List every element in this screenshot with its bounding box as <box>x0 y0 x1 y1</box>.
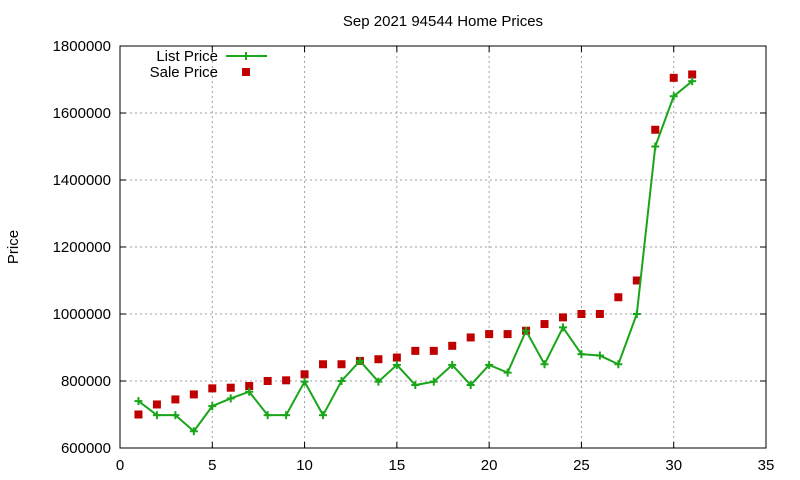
sale-price-point <box>374 355 383 364</box>
list-price-point <box>411 381 420 390</box>
x-tick-label: 25 <box>573 457 590 474</box>
x-tick-label: 5 <box>208 457 216 474</box>
x-tick-label: 10 <box>296 457 313 474</box>
list-price-point <box>651 142 660 151</box>
list-price-point <box>632 310 641 318</box>
sale-price-point <box>152 400 161 409</box>
legend-label-sale-price: Sale Price <box>150 64 218 81</box>
list-price-line <box>137 80 693 433</box>
y-axis-label: Price <box>5 230 22 264</box>
sale-price-point <box>319 360 328 369</box>
list-price-point <box>263 411 272 420</box>
sale-price-point <box>245 382 254 391</box>
sale-price-point <box>263 377 272 385</box>
sale-price-point <box>337 360 346 369</box>
list-price-point <box>189 427 198 436</box>
legend-swatch-list-price <box>226 52 267 60</box>
sale-price-point <box>466 333 475 342</box>
list-price-point <box>337 377 346 385</box>
axis-ticks: 0 5 10 15 20 25 30 35 600000 800000 1000000 1200000… <box>53 38 775 474</box>
list-price-point <box>522 326 531 335</box>
list-price-point <box>669 92 678 101</box>
y-tick-label: 1400000 <box>53 172 111 189</box>
y-tick-label: 600000 <box>61 440 111 457</box>
list-price-point <box>614 360 623 369</box>
x-tick-label: 0 <box>116 457 124 474</box>
x-tick-label: 35 <box>758 457 775 474</box>
list-price-point <box>429 377 438 386</box>
series-layer <box>134 70 697 436</box>
series-list-price <box>134 77 697 436</box>
sale-price-point <box>300 370 309 379</box>
series-sale-price <box>134 70 697 419</box>
chart-title: Sep 2021 94544 Home Prices <box>343 13 543 30</box>
x-tick-label: 20 <box>481 457 498 474</box>
list-price-point <box>226 394 235 403</box>
list-price-point <box>503 368 512 377</box>
sale-price-point <box>503 330 512 339</box>
list-price-point <box>558 323 567 332</box>
x-tick-label: 15 <box>389 457 406 474</box>
sale-price-point <box>134 410 143 419</box>
sale-price-point <box>688 70 697 79</box>
list-price-point <box>540 360 549 369</box>
y-tick-label: 1200000 <box>53 239 111 256</box>
sale-price-point <box>614 293 623 302</box>
legend-square-marker <box>242 68 250 76</box>
list-price-point <box>577 350 586 359</box>
y-tick-label: 1000000 <box>53 306 111 323</box>
list-price-point <box>208 402 217 411</box>
sale-price-point <box>171 395 180 404</box>
sale-price-point <box>448 341 457 350</box>
legend-label-list-price: List Price <box>156 48 218 65</box>
sale-price-point <box>208 384 217 393</box>
sale-price-point <box>558 313 567 322</box>
sale-price-point <box>632 276 641 285</box>
sale-price-point <box>411 346 420 355</box>
list-price-point <box>319 411 328 420</box>
y-tick-label: 800000 <box>61 373 111 390</box>
sale-price-point <box>577 310 586 318</box>
sale-price-point <box>540 320 549 329</box>
sale-price-point <box>282 376 291 385</box>
list-price-point <box>300 377 309 386</box>
grid-lines <box>120 46 766 448</box>
list-price-point <box>134 397 143 406</box>
sale-price-point <box>226 383 235 392</box>
sale-price-point <box>651 125 660 134</box>
list-price-point <box>282 411 291 420</box>
list-price-point <box>688 77 697 86</box>
list-price-point <box>355 356 364 365</box>
x-tick-label: 30 <box>665 457 682 474</box>
list-price-point <box>245 387 254 396</box>
sale-price-point <box>669 73 678 82</box>
sale-price-point <box>189 390 198 399</box>
list-price-point <box>595 351 604 360</box>
y-tick-label: 1800000 <box>53 38 111 55</box>
list-price-point <box>374 377 383 386</box>
sale-price-point <box>485 330 494 339</box>
legend-swatch-sale-price <box>242 68 250 76</box>
legend-plus-marker <box>242 52 250 60</box>
y-tick-label: 1600000 <box>53 105 111 122</box>
list-price-point <box>448 360 457 369</box>
sale-price-point <box>429 346 438 355</box>
list-price-point <box>152 411 161 420</box>
sale-price-point <box>595 310 604 318</box>
sale-price-point <box>392 353 401 362</box>
legend: List Price Sale Price <box>150 48 267 81</box>
list-price-point <box>392 360 401 369</box>
list-price-point <box>171 411 180 420</box>
list-price-point <box>466 381 475 390</box>
list-price-point <box>485 360 494 369</box>
